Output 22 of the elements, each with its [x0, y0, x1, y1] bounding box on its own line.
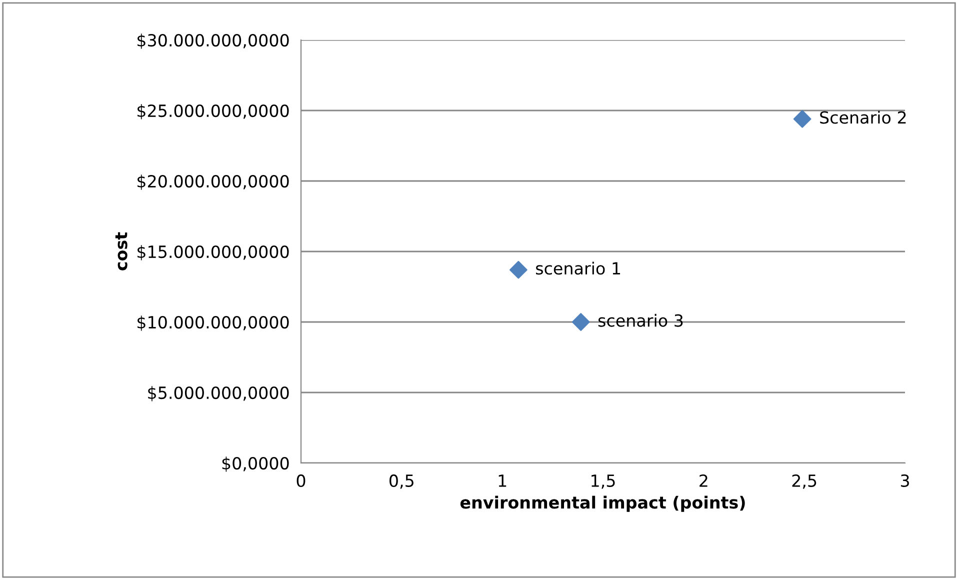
x-tick-label: 0 [296, 474, 306, 488]
point [510, 260, 528, 279]
x-tick-label: 1,5 [592, 474, 615, 489]
y-tick-label: $10.000.000,0000 [138, 316, 289, 331]
point [793, 110, 812, 128]
x-tick-label: 0,5 [390, 474, 414, 489]
x-tick-label: 2,5 [792, 474, 816, 489]
x-axis-title: environmental impact (points) [460, 496, 745, 512]
y-tick-label: $20.000.000,0000 [138, 174, 289, 190]
point [572, 313, 590, 331]
y-tick-label: $30.000.000,0000 [138, 34, 289, 49]
annotation: scenario 3 [598, 314, 683, 327]
annotation: scenario 1 [536, 262, 620, 275]
y-axis-title: cost [115, 232, 128, 270]
x-tick-label: 2 [700, 474, 708, 487]
y-tick-label: $15.000.000,0000 [138, 245, 289, 260]
annotation: Scenario 2 [820, 110, 906, 124]
x-tick-label: 3 [900, 474, 909, 488]
x-tick-label: 1 [498, 474, 506, 487]
y-tick-label: $5.000.000,0000 [148, 386, 289, 402]
y-tick-label: $25.000.000,0000 [138, 104, 289, 120]
y-tick-label: $0,0000 [222, 456, 289, 472]
